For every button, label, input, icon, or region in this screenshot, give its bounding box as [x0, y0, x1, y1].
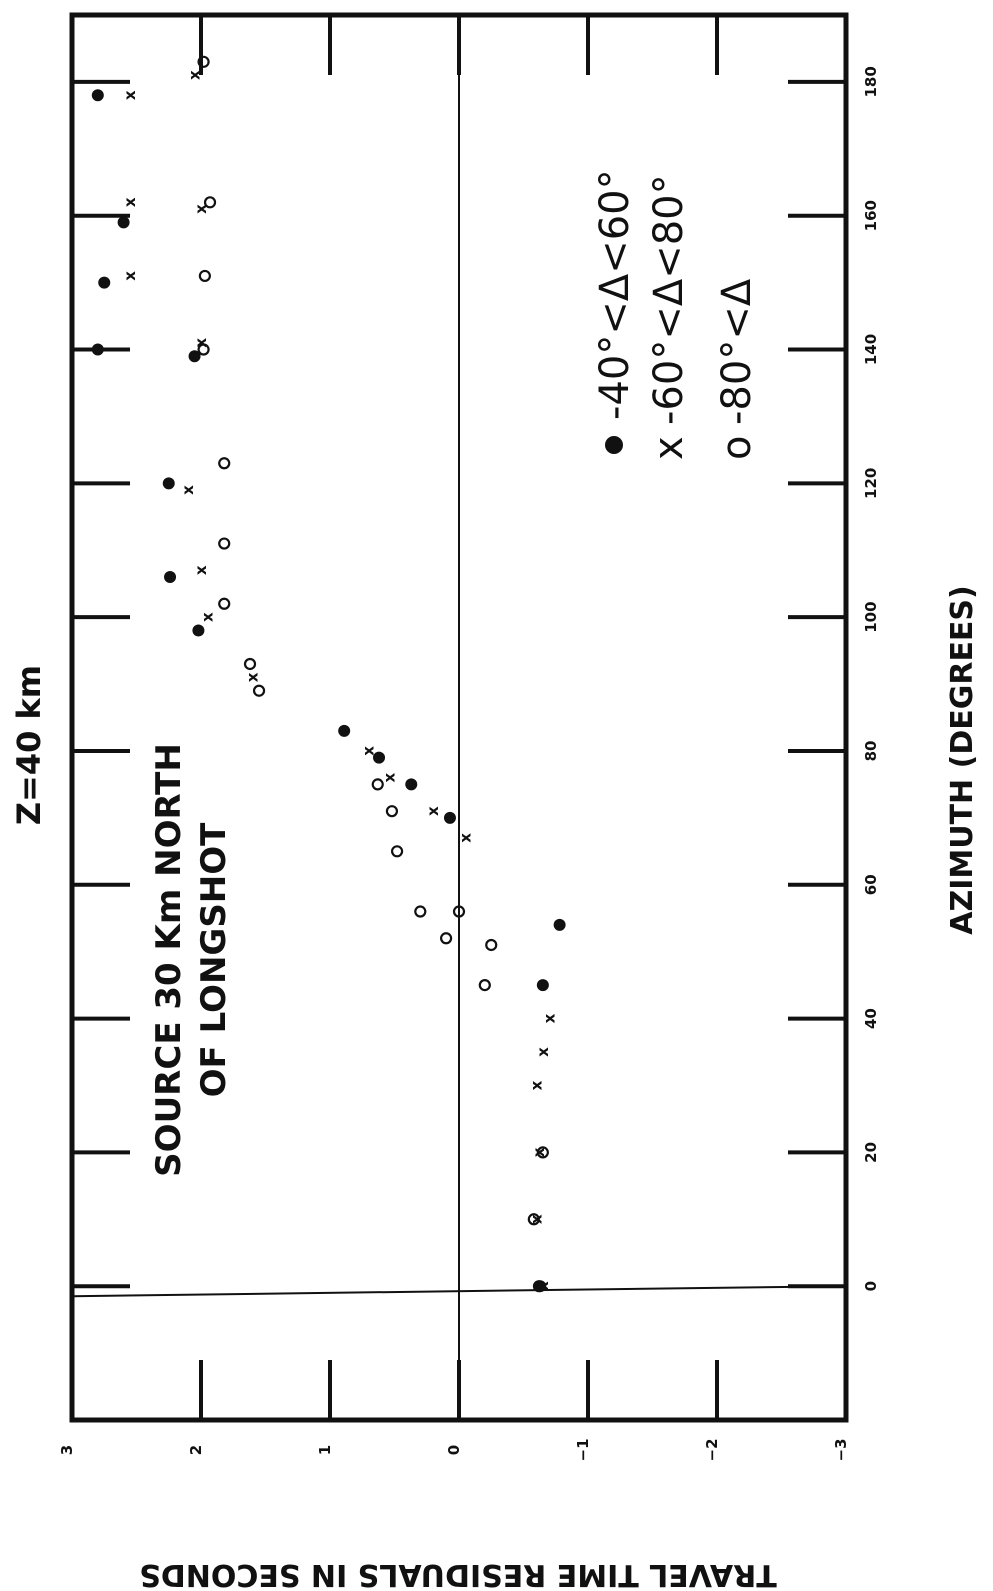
azimuth-tick-label: 0	[862, 1281, 880, 1291]
data-point-circle	[485, 938, 498, 952]
azimuth-tick-label: 20	[862, 1142, 880, 1163]
source-annotation-line-1: SOURCE 30 Km NORTH	[149, 743, 189, 1177]
data-point-dot	[188, 350, 201, 363]
data-point-x: x	[192, 338, 210, 348]
data-point-x: x	[198, 612, 216, 622]
data-point-dot	[117, 216, 130, 229]
data-point-x: x	[121, 197, 139, 207]
data-point-circle	[414, 905, 427, 918]
data-point-circle	[218, 537, 231, 550]
x-axis-title: AZIMUTH (DEGREES)	[945, 585, 980, 935]
data-point-circle	[452, 905, 466, 918]
data-point-x: x	[424, 806, 442, 816]
residual-tick-label: 0	[445, 1445, 463, 1455]
data-point-dot	[162, 477, 175, 490]
azimuth-tick-label: 160	[862, 200, 880, 231]
data-point-dot	[192, 624, 205, 637]
data-point-dot	[164, 571, 177, 583]
data-point-circle	[198, 269, 211, 283]
y-axis-title: TRAVEL TIME RESIDUALS IN SECONDS	[139, 1557, 776, 1591]
data-point-dot	[91, 89, 104, 102]
data-point-dot	[536, 979, 549, 992]
legend: -40°<Δ<60° x -60°<Δ<80° o -80°<Δ	[592, 169, 760, 460]
azimuth-tick-label: 180	[862, 66, 880, 97]
data-point-x: x	[456, 833, 474, 843]
data-point-circle	[371, 778, 384, 791]
legend-label-o: -80°<Δ	[714, 278, 760, 425]
data-point-dot	[443, 811, 456, 824]
legend-label-dot: -40°<Δ<60°	[592, 169, 638, 420]
data-point-circle	[252, 684, 266, 697]
chart-title: Z=40 km	[10, 665, 48, 825]
data-point-circle	[527, 1213, 540, 1226]
data-point-x: x	[192, 565, 210, 575]
data-point-circle	[385, 805, 399, 818]
source-annotation-line-2: OF LONGSHOT	[194, 822, 234, 1098]
azimuth-tick-label: 120	[862, 468, 880, 499]
azimuth-tick-label: 40	[862, 1008, 880, 1029]
data-point-x: x	[527, 1080, 545, 1090]
residual-tick-label: −3	[832, 1438, 850, 1461]
data-point-x: x	[244, 672, 262, 682]
data-point-circle	[440, 932, 453, 945]
data-point-dot	[338, 724, 351, 737]
data-point-dot	[98, 276, 111, 289]
residual-tick-label: −1	[574, 1438, 592, 1461]
legend-x-marker: x	[646, 436, 692, 460]
data-point-dot	[405, 778, 418, 791]
data-point-x: x	[360, 746, 378, 756]
data-point-circle	[197, 55, 210, 68]
data-point-dot	[553, 918, 566, 931]
tick-labels: 0 20 40 60 80 100 120 140 160 180 3 2 1 0 −1 −2 −3	[58, 66, 880, 1461]
residual-tick-label: 3	[58, 1445, 76, 1455]
data-point-x: x	[186, 70, 204, 80]
data-point-circle	[203, 196, 217, 209]
residual-tick-label: 2	[187, 1445, 205, 1455]
legend-o-marker: o	[714, 436, 760, 460]
data-point-circle	[243, 657, 257, 671]
residual-tick-label: −2	[703, 1438, 721, 1461]
data-points: x x x x x x x x x x x x x x x x x x x x	[91, 55, 566, 1293]
legend-dot-marker	[605, 436, 623, 454]
data-point-x: x	[534, 1047, 552, 1057]
data-point-circle	[478, 979, 491, 992]
azimuth-tick-label: 140	[862, 334, 880, 365]
axis-ticks	[72, 15, 846, 1420]
data-point-x: x	[527, 1214, 545, 1224]
legend-label-x: -60°<Δ<80°	[646, 174, 692, 425]
data-point-circle	[390, 845, 404, 858]
azimuth-tick-label: 80	[862, 741, 880, 762]
residual-tick-label: 1	[316, 1445, 334, 1455]
data-point-dot	[373, 751, 386, 764]
data-point-circle	[197, 343, 210, 356]
data-point-x: x	[380, 773, 398, 783]
data-point-x: x	[121, 90, 139, 100]
azimuth-tick-label: 60	[862, 874, 880, 895]
data-point-x: x	[121, 271, 139, 281]
data-point-x: x	[530, 1147, 548, 1157]
data-point-x: x	[192, 204, 210, 214]
data-point-circle	[536, 1146, 549, 1159]
azimuth-tick-label: 100	[862, 601, 880, 632]
data-point-dot	[91, 343, 104, 356]
reference-lines	[71, 15, 847, 1420]
data-point-x: x	[534, 1281, 552, 1291]
data-point-circle	[218, 457, 231, 470]
data-point-x: x	[540, 1013, 558, 1023]
data-point-circle	[218, 597, 231, 610]
data-point-circle	[532, 1280, 546, 1293]
data-point-x: x	[179, 485, 197, 495]
